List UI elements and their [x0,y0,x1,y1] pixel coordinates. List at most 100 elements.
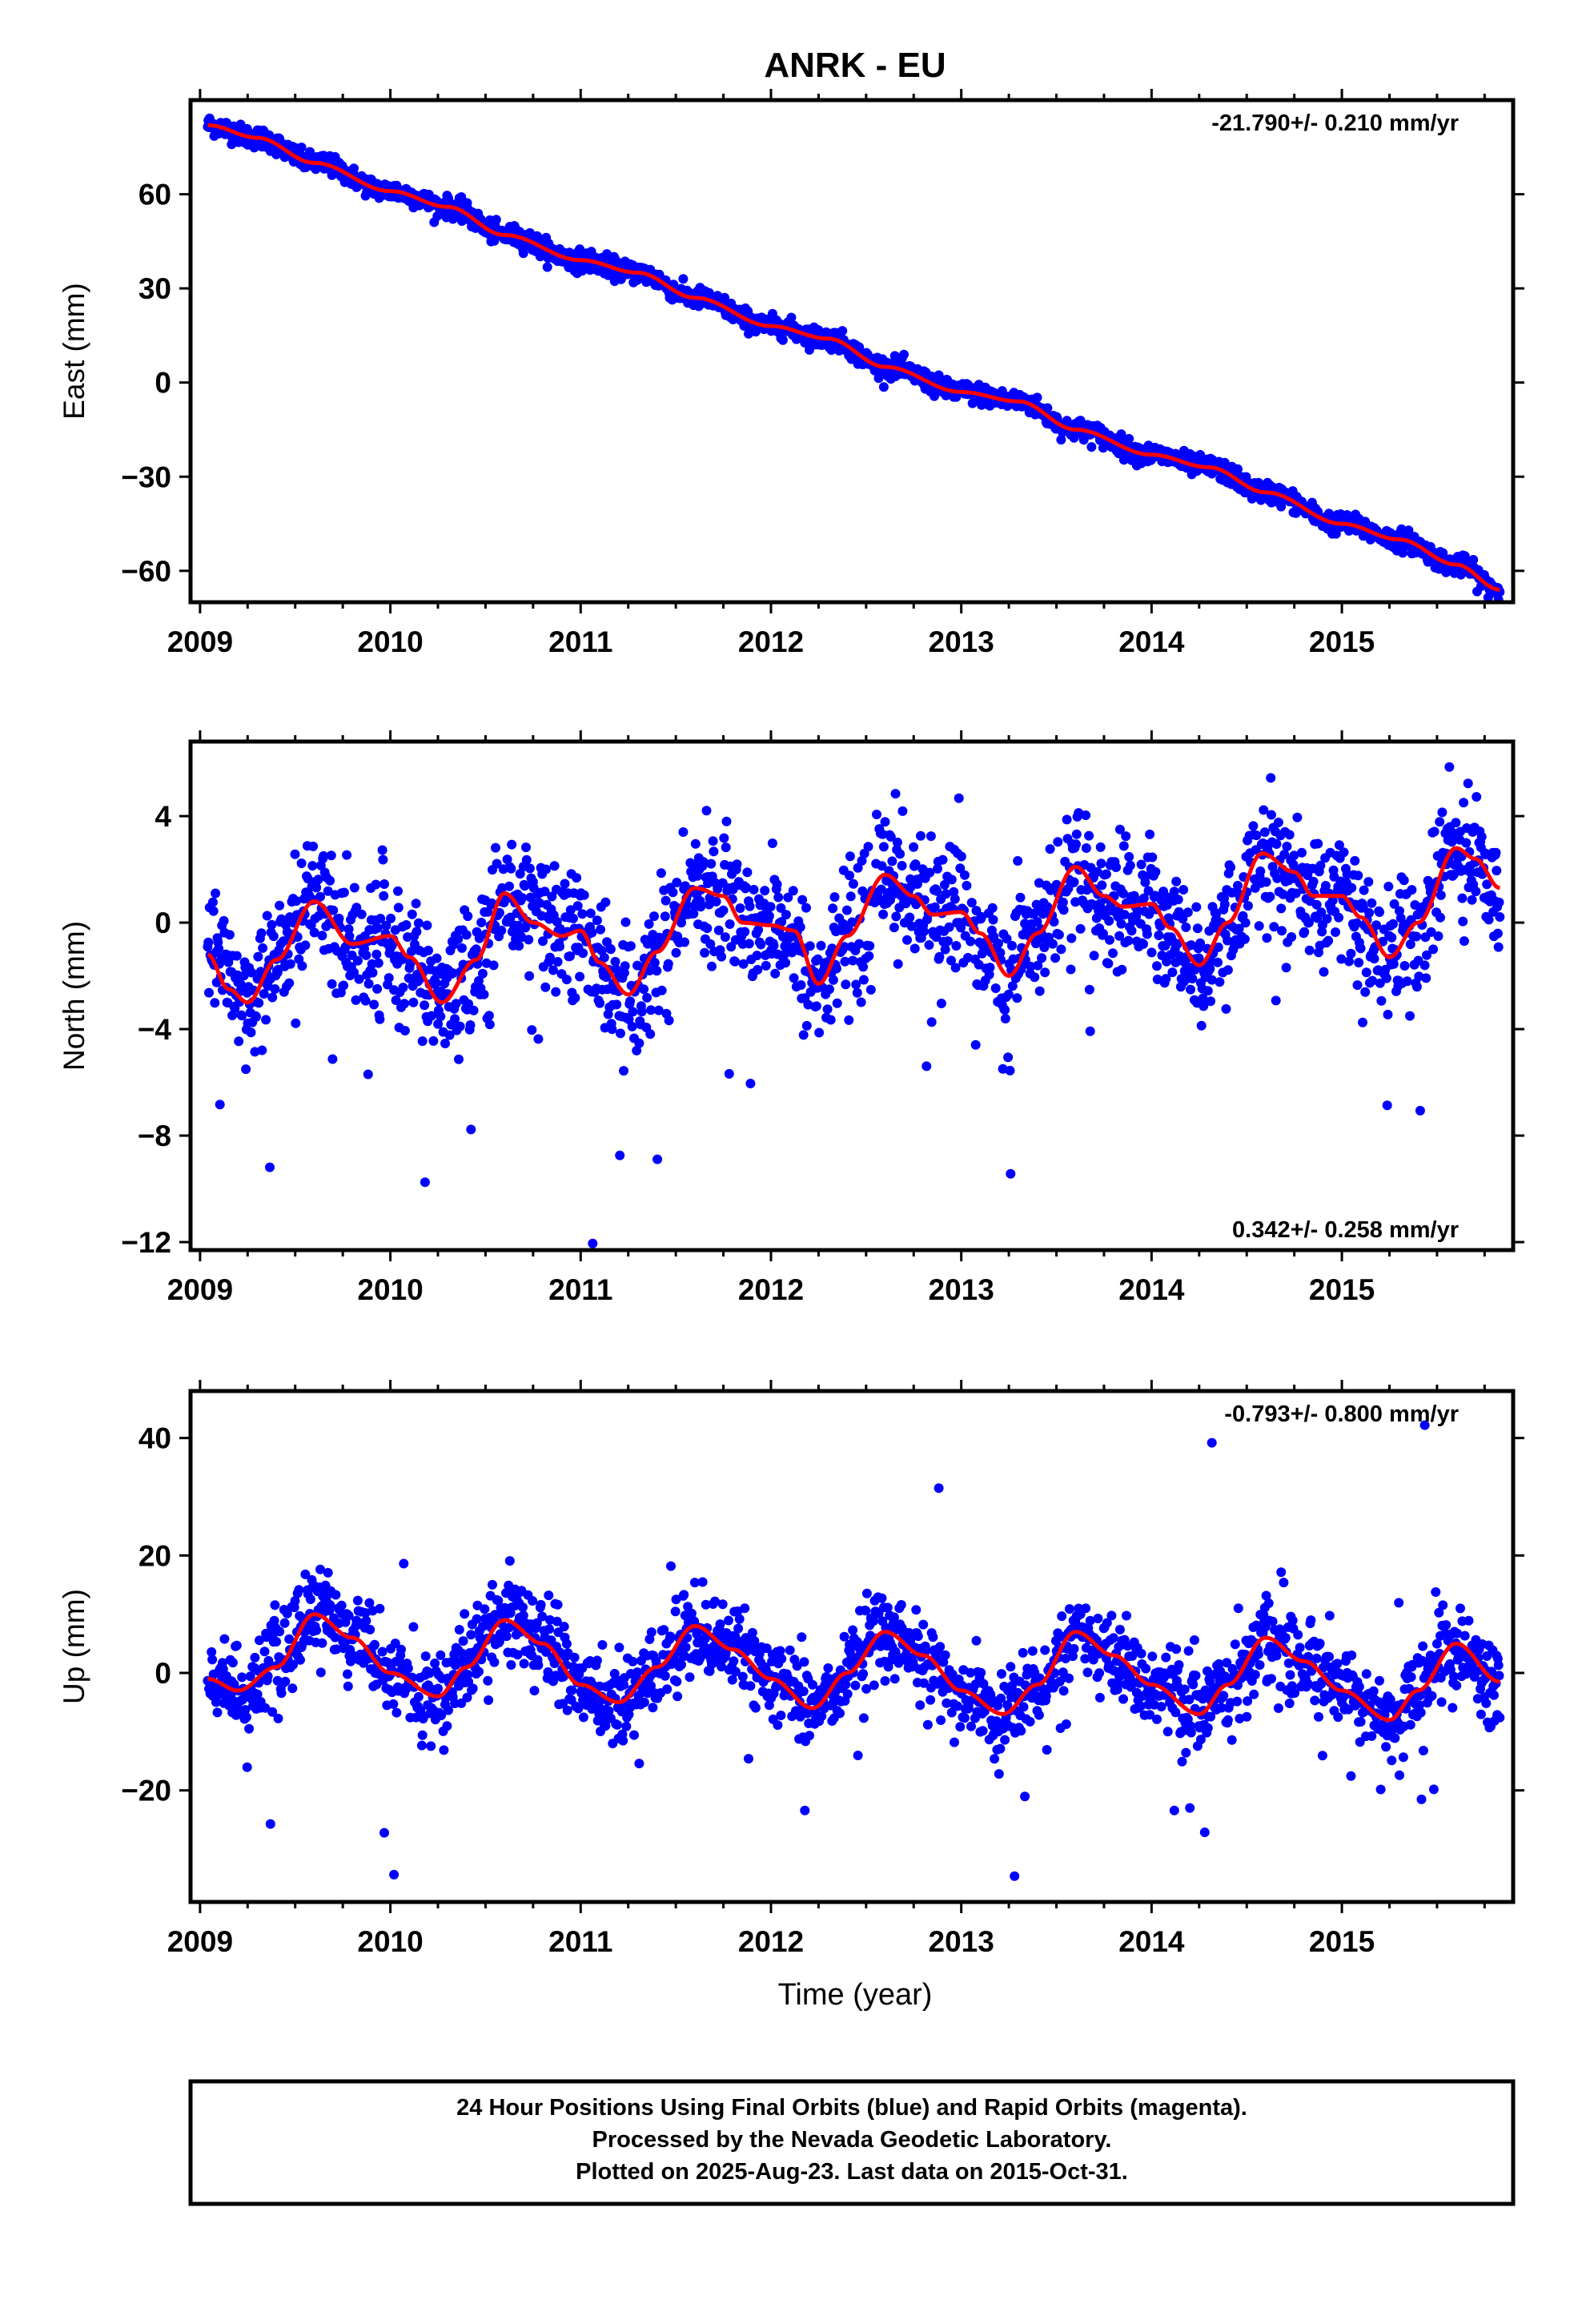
data-point [239,971,249,981]
data-point [777,917,787,927]
data-point [660,911,670,922]
data-point [889,1674,900,1684]
data-point [775,1646,785,1656]
data-point [363,1069,373,1080]
data-point [727,1675,737,1685]
data-point [627,1021,637,1031]
data-point [1034,986,1045,996]
data-point [740,1603,750,1614]
data-point [1484,915,1494,925]
data-point [597,1640,608,1650]
data-point [527,1025,537,1035]
data-point [458,1636,468,1647]
data-point [1071,829,1082,839]
data-point [1095,842,1106,852]
data-point [942,936,953,947]
data-point [433,1683,444,1694]
data-point [618,1735,628,1746]
data-point [442,1721,452,1731]
data-point [625,941,636,951]
data-point [455,1021,465,1031]
data-point [1411,982,1422,992]
data-point [1277,926,1287,936]
data-point [572,873,582,883]
data-point [468,1683,478,1694]
data-point [933,863,942,874]
data-point [1033,960,1043,971]
data-point [417,1730,428,1740]
data-point [798,1030,809,1040]
data-point [488,960,499,971]
data-point [1066,964,1076,975]
data-point [330,1632,340,1642]
data-point [776,903,786,913]
data-point [1118,841,1129,851]
data-point [1042,403,1053,413]
data-point [916,830,926,841]
data-point [939,879,950,890]
data-point [974,959,984,970]
data-point [1491,847,1501,858]
data-point [420,1000,430,1011]
data-point [549,861,560,871]
data-point [600,897,611,907]
data-point [489,1657,500,1667]
data-point [1344,956,1354,967]
data-point [646,1005,656,1015]
data-point [267,992,278,1003]
y-tick-label: 30 [139,272,171,305]
data-point [708,836,718,846]
data-point [1316,907,1327,918]
data-point [889,923,899,933]
x-tick-label: 2014 [1118,625,1185,658]
data-point [1282,842,1292,851]
data-point [1047,939,1058,949]
data-point [861,1683,872,1694]
data-point [672,1676,682,1687]
data-point [1152,961,1162,971]
data-point [265,1162,275,1172]
data-point [1098,928,1108,939]
data-point [656,985,667,995]
data-point [540,982,551,992]
data-point [970,1039,981,1050]
data-point [732,859,742,870]
data-point [629,1730,639,1740]
data-point [1125,860,1135,870]
data-point [506,1660,516,1670]
data-point [620,961,630,971]
data-point [680,937,689,947]
x-tick-label: 2010 [357,625,423,658]
data-point [561,975,572,985]
data-point [715,1619,725,1630]
data-point [950,963,961,973]
data-point [208,906,219,916]
data-point [737,1671,748,1682]
data-point [1013,856,1023,866]
data-point [305,147,315,157]
data-point [1058,905,1069,915]
data-point [697,1577,708,1587]
data-point [599,952,609,963]
data-point [1460,551,1470,561]
x-tick-label: 2013 [929,1273,994,1306]
data-point [323,886,333,896]
data-point [944,922,954,932]
data-point [203,937,214,947]
data-point [219,915,229,926]
x-tick-label: 2010 [357,1273,423,1306]
data-point [1292,812,1303,822]
data-point [241,1712,251,1723]
data-point [764,911,774,921]
data-point [1178,914,1188,924]
data-point [711,896,721,907]
data-point [680,881,690,891]
data-point [1322,914,1332,924]
data-point [294,1585,304,1595]
data-point [265,1819,275,1829]
data-point [621,1721,632,1731]
data-point [1195,938,1206,948]
data-point [877,861,887,871]
data-point [1267,810,1276,820]
data-point [795,1711,805,1722]
